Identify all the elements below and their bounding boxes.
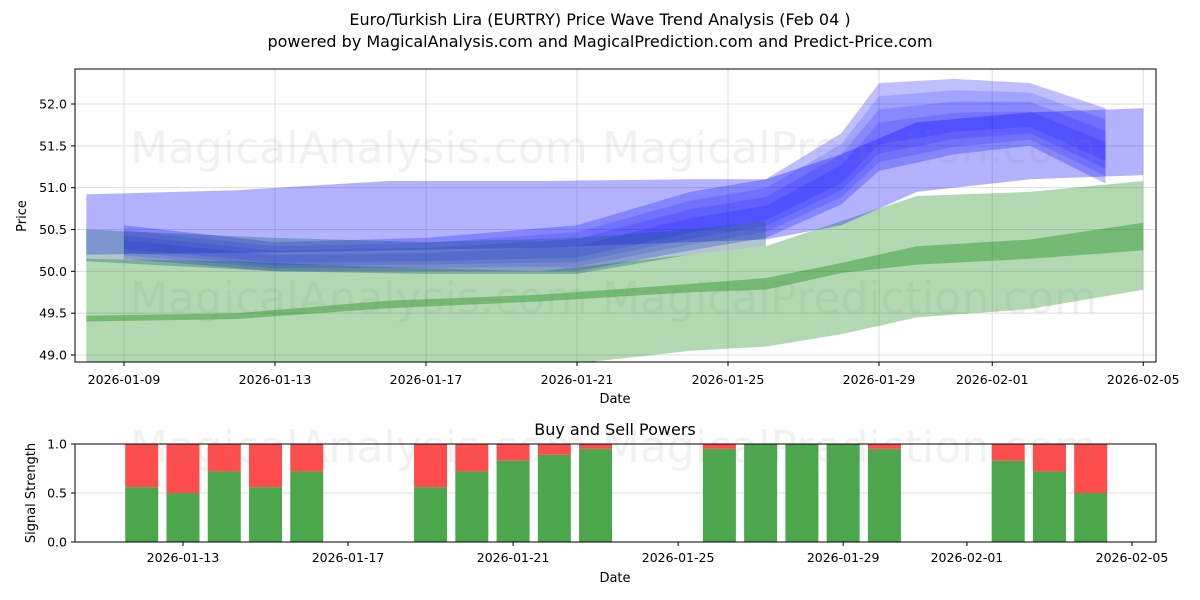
buy-bar xyxy=(166,493,200,542)
buy-bar xyxy=(537,454,571,542)
y-tick-label: 49.5 xyxy=(39,306,67,321)
y-tick-label: 51.5 xyxy=(39,138,67,153)
y-tick-label: 50.0 xyxy=(39,264,67,279)
buy-bar xyxy=(579,448,613,542)
x-tick-label: 2026-02-05 xyxy=(1107,372,1180,387)
sell-bar xyxy=(702,444,736,449)
x-tick-label: 2026-02-05 xyxy=(1096,550,1169,565)
x-tick-label: 2026-02-01 xyxy=(931,550,1004,565)
buy-bar xyxy=(455,471,489,542)
price-band xyxy=(86,108,1144,255)
price-bands xyxy=(86,78,1144,362)
buy-bar xyxy=(991,460,1025,542)
buy-bar xyxy=(867,448,901,542)
wave-strand xyxy=(124,101,1106,266)
main-x-axis-label: Date xyxy=(599,392,630,407)
sell-bar xyxy=(414,444,448,488)
buy-bar xyxy=(744,444,778,542)
x-tick-label: 2026-01-13 xyxy=(147,550,220,565)
buy-bar xyxy=(826,444,860,542)
x-tick-label: 2026-01-21 xyxy=(541,372,614,387)
buy-bar xyxy=(496,460,530,542)
x-tick-label: 2026-01-29 xyxy=(843,372,916,387)
main-y-axis: 49.0 49.5 50.0 50.5 51.0 51.5 52.0 xyxy=(39,97,75,363)
main-plot-frame xyxy=(74,68,1157,363)
wave-strand xyxy=(124,111,1106,269)
y-tick-label: 0.5 xyxy=(47,486,67,501)
main-x-axis: 2026-01-09 2026-01-13 2026-01-17 2026-01-21… xyxy=(88,362,1180,387)
x-tick-label: 2026-01-17 xyxy=(390,372,463,387)
sub-y-axis: 0.0 0.5 1.0 xyxy=(47,437,75,550)
watermark: MagicalAnalysis.com xyxy=(130,123,588,174)
sub-y-axis-label: Signal Strength xyxy=(24,443,39,543)
price-band xyxy=(124,78,1106,272)
x-tick-label: 2026-01-25 xyxy=(692,372,765,387)
x-tick-label: 2026-01-29 xyxy=(807,550,880,565)
buy-bar xyxy=(1074,493,1108,542)
watermark: MagicalAnalysis.com xyxy=(130,422,588,473)
sell-bar xyxy=(290,444,324,472)
watermark: MagicalPrediction.com xyxy=(602,273,1097,324)
sell-bar xyxy=(496,444,530,461)
watermark: MagicalPrediction.com xyxy=(602,422,1097,473)
buy-bar xyxy=(125,487,159,542)
sell-bar xyxy=(455,444,489,472)
buy-bar xyxy=(290,471,324,542)
y-tick-label: 52.0 xyxy=(39,97,67,112)
chart-subtitle: powered by MagicalAnalysis.com and Magic… xyxy=(267,32,933,51)
sub-watermarks: MagicalAnalysis.com MagicalPrediction.co… xyxy=(130,422,1097,473)
sell-bar xyxy=(125,444,159,488)
x-tick-label: 2026-01-25 xyxy=(642,550,715,565)
main-grid xyxy=(75,69,1156,362)
buy-bar xyxy=(414,487,448,542)
sell-bar xyxy=(207,444,241,472)
sub-x-axis-label: Date xyxy=(599,571,630,586)
sell-bar xyxy=(166,444,200,493)
sell-bar xyxy=(249,444,283,488)
sell-bar xyxy=(537,444,571,455)
buy-bar xyxy=(785,444,819,542)
main-watermarks: MagicalAnalysis.com MagicalPrediction.co… xyxy=(130,123,1097,324)
y-tick-label: 1.0 xyxy=(47,437,67,452)
buy-sell-title: Buy and Sell Powers xyxy=(534,420,696,439)
chart-title: Euro/Turkish Lira (EURTRY) Price Wave Tr… xyxy=(349,10,851,29)
price-band xyxy=(86,181,1144,362)
x-tick-label: 2026-02-01 xyxy=(956,372,1029,387)
watermark: MagicalPrediction.com xyxy=(602,123,1097,174)
buy-sell-bars xyxy=(125,444,1108,542)
sub-x-axis: 2026-01-13 2026-01-17 2026-01-21 2026-01-25… xyxy=(147,542,1169,565)
x-tick-label: 2026-01-13 xyxy=(239,372,312,387)
sell-bar xyxy=(1032,444,1066,472)
y-tick-label: 51.0 xyxy=(39,180,67,195)
x-tick-label: 2026-01-09 xyxy=(88,372,161,387)
sell-bar xyxy=(867,444,901,449)
sell-bar xyxy=(991,444,1025,461)
main-y-axis-label: Price xyxy=(15,200,30,232)
overlap-band xyxy=(86,221,766,274)
x-tick-label: 2026-01-17 xyxy=(312,550,385,565)
buy-bar xyxy=(1032,471,1066,542)
x-tick-label: 2026-01-21 xyxy=(477,550,550,565)
wave-strand xyxy=(124,90,1106,263)
watermark: MagicalAnalysis.com xyxy=(130,273,588,324)
y-tick-label: 50.5 xyxy=(39,222,67,237)
sell-bar xyxy=(1074,444,1108,493)
buy-bar xyxy=(207,471,241,542)
buy-bar xyxy=(702,448,736,542)
y-tick-label: 0.0 xyxy=(47,535,67,550)
y-tick-label: 49.0 xyxy=(39,348,67,363)
sell-bar xyxy=(579,444,613,449)
buy-bar xyxy=(249,487,283,542)
